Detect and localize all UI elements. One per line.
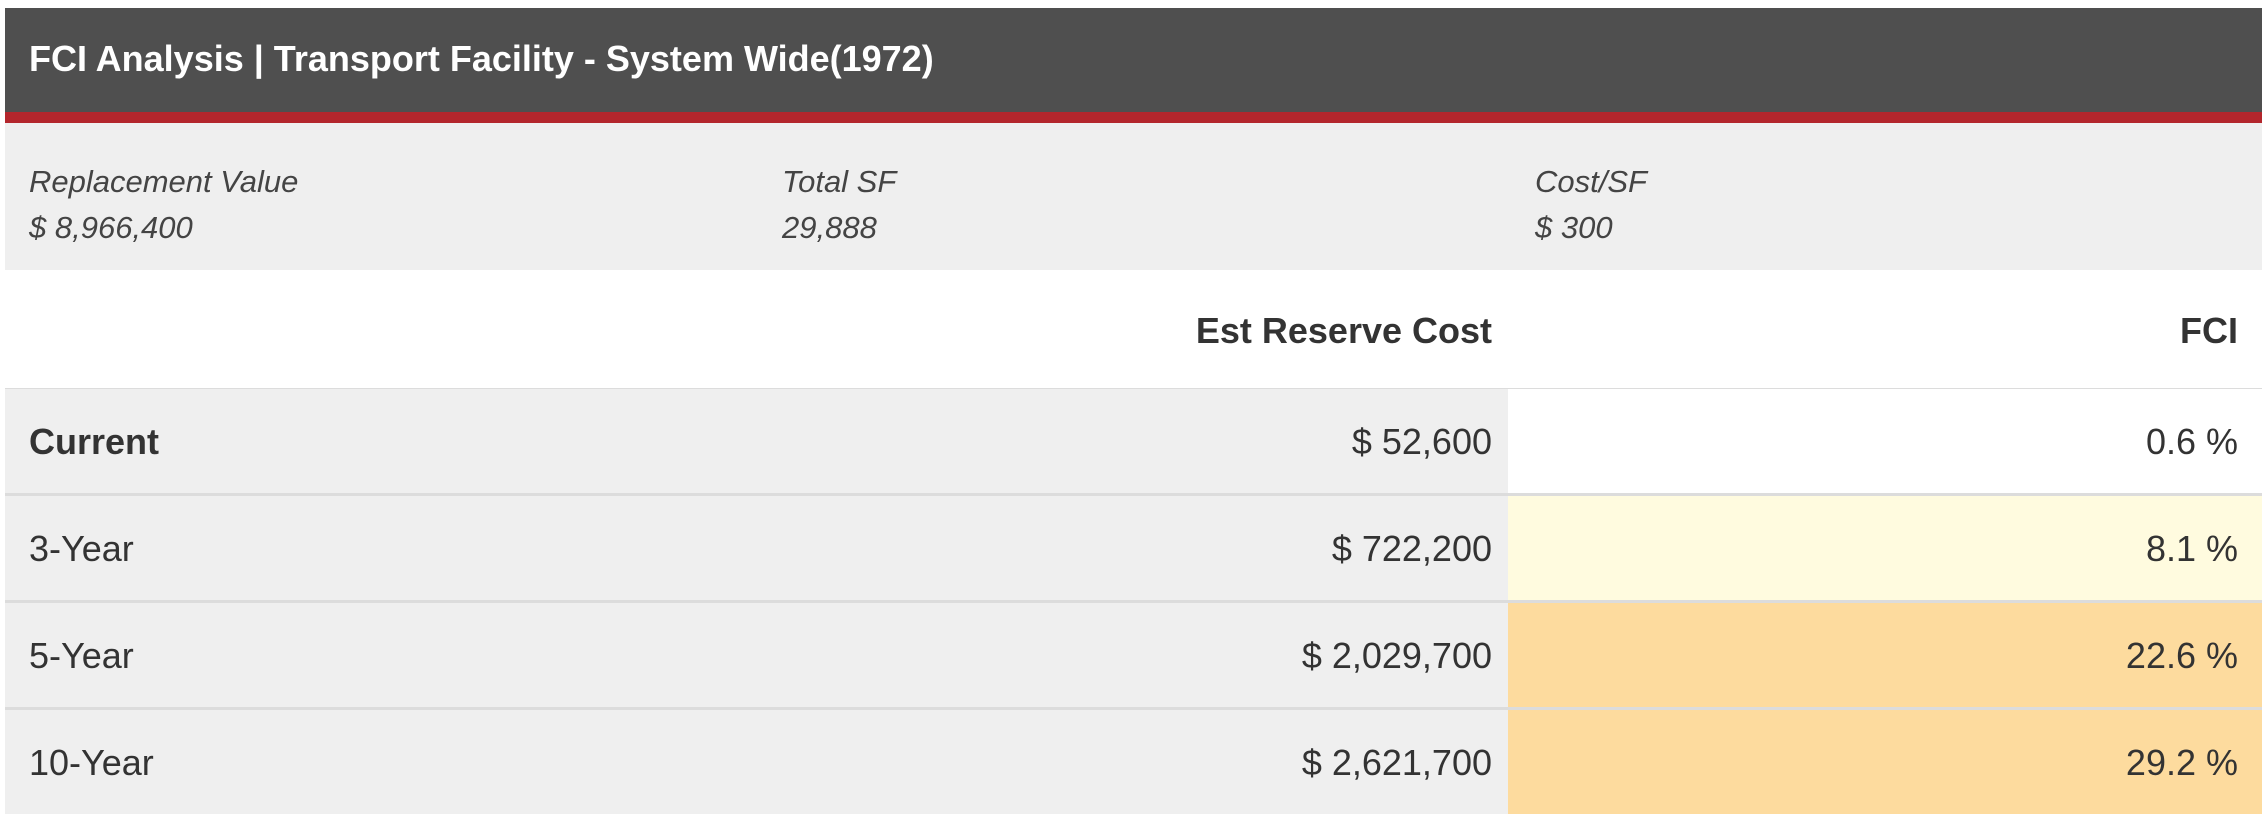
replacement-value-summary: Replacement Value $ 8,966,400 — [29, 159, 298, 251]
fci-value: 22.6 % — [2125, 635, 2238, 676]
total-sf-label: Total SF — [782, 164, 897, 199]
total-sf-summary: Total SF 29,888 — [782, 159, 896, 251]
row-label: 3-Year — [29, 528, 134, 569]
row-label: 10-Year — [29, 742, 154, 783]
column-header-est-reserve-cost: Est Reserve Cost — [1195, 310, 1492, 351]
fci-analysis-panel: FCI Analysis | Transport Facility - Syst… — [5, 8, 2262, 814]
column-header-fci: FCI — [2180, 310, 2238, 351]
summary-bar: Replacement Value $ 8,966,400 Total SF 2… — [5, 123, 2262, 270]
fci-cell: 8.1 % — [1508, 496, 2262, 600]
fci-cell: 29.2 % — [1508, 710, 2262, 814]
total-sf-value: 29,888 — [782, 210, 877, 245]
panel-title: FCI Analysis | Transport Facility - Syst… — [29, 38, 934, 79]
fci-value: 0.6 % — [2145, 421, 2238, 462]
table-row: 3-Year $ 722,200 8.1 % — [5, 496, 2262, 603]
est-reserve-cost-cell: $ 722,200 — [1331, 528, 1492, 569]
fci-value: 8.1 % — [2145, 528, 2238, 569]
cost-per-sf-label: Cost/SF — [1535, 164, 1647, 199]
fci-value: 29.2 % — [2125, 742, 2238, 783]
fci-cell: 22.6 % — [1508, 603, 2262, 707]
est-reserve-cost-cell: $ 2,029,700 — [1301, 635, 1492, 676]
replacement-value-label: Replacement Value — [29, 164, 299, 199]
est-reserve-cost-cell: $ 2,621,700 — [1301, 742, 1492, 783]
row-label: Current — [29, 421, 160, 462]
panel-header: FCI Analysis | Transport Facility - Syst… — [5, 8, 2262, 123]
cost-per-sf-summary: Cost/SF $ 300 — [1535, 159, 1647, 251]
table-row: Current $ 52,600 0.6 % — [5, 389, 2262, 496]
replacement-value: $ 8,966,400 — [29, 210, 193, 245]
table-row: 10-Year $ 2,621,700 29.2 % — [5, 710, 2262, 814]
fci-cell: 0.6 % — [1508, 389, 2262, 493]
est-reserve-cost-cell: $ 52,600 — [1351, 421, 1492, 462]
fci-table-body: Current $ 52,600 0.6 % 3-Year $ 722,200 … — [5, 389, 2262, 814]
table-header-row: Est Reserve Cost FCI — [5, 270, 2262, 391]
table-row: 5-Year $ 2,029,700 22.6 % — [5, 603, 2262, 710]
row-label: 5-Year — [29, 635, 134, 676]
cost-per-sf-value: $ 300 — [1535, 210, 1613, 245]
